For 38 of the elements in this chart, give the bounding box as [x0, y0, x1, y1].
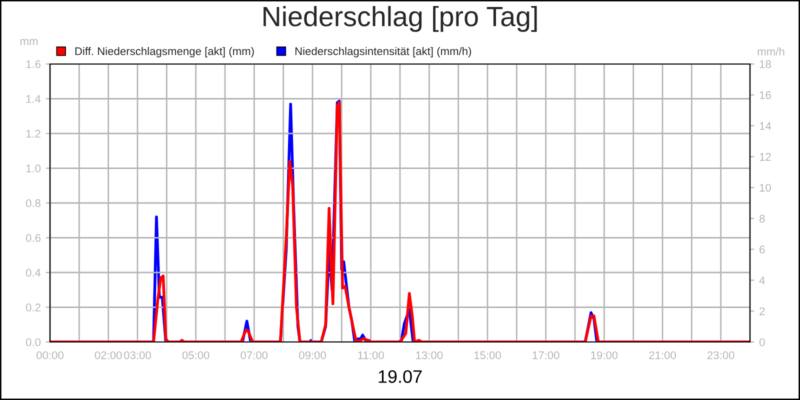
y2-axis-title: mm/h — [758, 47, 784, 56]
y-tick-label: 0.0 — [26, 338, 41, 346]
x-tick-label: 19:00 — [591, 351, 618, 360]
y2-tick-label: 6 — [760, 246, 765, 254]
x-tick-label: 17:00 — [532, 351, 560, 360]
x-axis-title: 19.07 — [378, 370, 422, 383]
x-tick-label: 11:00 — [358, 351, 384, 360]
y-tick-label: 1.0 — [26, 164, 41, 172]
y2-tick-label: 2 — [760, 307, 765, 316]
y2-tick-label: 18 — [760, 60, 771, 68]
x-tick-label: 09:00 — [299, 351, 326, 360]
y2-tick-label: 8 — [760, 214, 765, 223]
y2-tick-label: 10 — [760, 184, 771, 192]
y-tick-label: 1.2 — [26, 130, 40, 138]
x-tick-label: 03:00 — [124, 351, 151, 360]
x-tick-label: 23:00 — [707, 351, 734, 360]
y2-tick-label: 12 — [760, 152, 771, 161]
y-tick-label: 0.8 — [26, 199, 40, 208]
y-axis-title: mm — [20, 39, 38, 46]
y2-tick-label: 0 — [759, 338, 765, 346]
chart-title: Niederschlag [pro Tag] — [264, 6, 537, 32]
legend-label: Niederschlagsintensität [akt] (mm/h) — [295, 46, 472, 58]
y2-tick-label: 4 — [759, 276, 765, 284]
x-tick-label: 00:00 — [36, 351, 64, 360]
x-tick-label: 21:00 — [649, 351, 676, 360]
x-tick-label: 02:00 — [94, 351, 122, 360]
y2-tick-label: 14 — [760, 122, 772, 130]
x-tick-label: 13:00 — [416, 351, 443, 360]
y2-tick-label: 16 — [760, 91, 771, 100]
y-tick-label: 1.4 — [26, 95, 41, 103]
y-tick-label: 1.6 — [26, 60, 40, 68]
y-tick-label: 0.4 — [26, 268, 41, 277]
legend-label: Diff. Niederschlagsmenge [akt] (mm) — [75, 46, 254, 58]
x-tick-label: 05:00 — [182, 351, 210, 360]
x-tick-label: 15:00 — [474, 351, 501, 360]
y-tick-label: 0.6 — [26, 234, 40, 242]
x-tick-label: 07:00 — [240, 351, 268, 360]
y-tick-label: 0.2 — [26, 304, 40, 312]
